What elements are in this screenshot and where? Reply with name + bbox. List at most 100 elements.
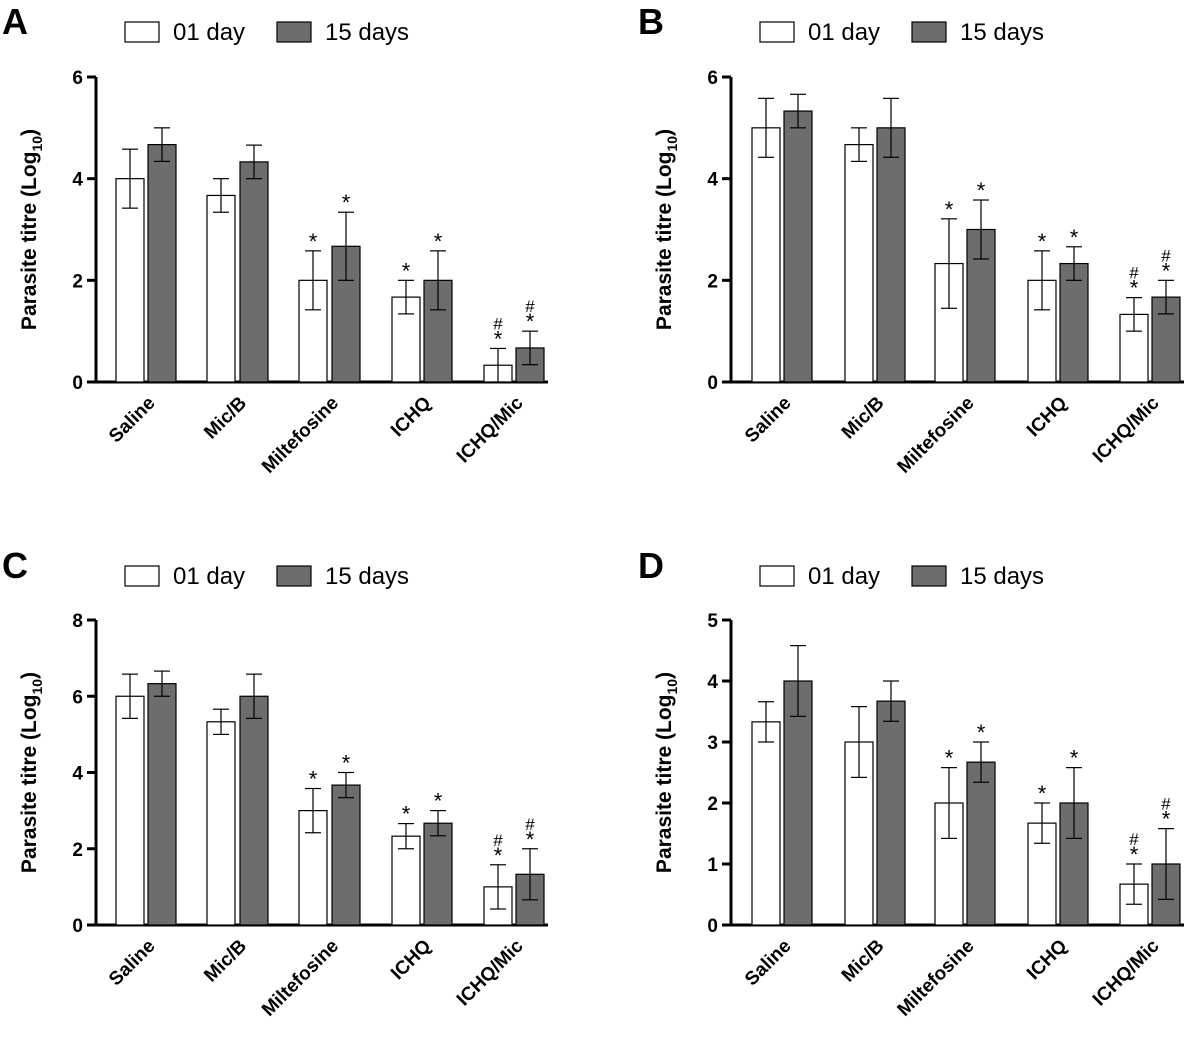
significance-star: * [434, 789, 443, 814]
significance-hash: # [1129, 264, 1139, 283]
significance-star: * [1070, 225, 1079, 250]
significance-star: * [977, 178, 986, 203]
legend-swatch [124, 565, 160, 587]
y-tick-label: 2 [707, 794, 718, 815]
legend-label: 01 day [808, 19, 880, 46]
x-tick-label: Saline [105, 936, 159, 990]
significance-star: * [309, 229, 318, 254]
legend: 01 day 15 days [124, 19, 409, 46]
bar-group-miltefosine: * * Miltefosine [258, 751, 361, 1021]
legend-swatch [759, 21, 795, 43]
bar-group-saline: Saline [105, 670, 177, 990]
y-tick-label: 6 [72, 687, 83, 708]
significance-star: * [1162, 258, 1171, 283]
x-tick-label: Miltefosine [258, 936, 343, 1021]
x-tick-label: Miltefosine [894, 936, 979, 1021]
y-tick-label: 8 [72, 611, 83, 632]
legend-swatch [911, 21, 947, 43]
significance-star: * [945, 197, 954, 222]
x-tick-label: Miltefosine [258, 393, 343, 478]
x-tick-label: Saline [105, 393, 159, 447]
y-axis-label: Parasite titre (Log10) [653, 672, 680, 873]
y-tick-label: 4 [72, 764, 83, 785]
bar-group-mic-b: Mic/B [838, 680, 906, 986]
y-tick-label: 4 [707, 672, 718, 693]
significance-hash: # [525, 815, 535, 834]
x-tick-label: ICHQ [387, 936, 435, 984]
bar-01-day [751, 127, 781, 383]
significance-star: * [1038, 229, 1047, 254]
panel-letter: C [2, 545, 28, 586]
significance-hash: # [525, 297, 535, 316]
bar-group-miltefosine: * * Miltefosine [258, 190, 361, 478]
bar-15-days [783, 110, 813, 383]
y-tick-label: 0 [707, 373, 718, 394]
x-tick-label: Saline [741, 393, 795, 447]
x-tick-label: Mic/B [200, 393, 251, 444]
legend-swatch [276, 565, 312, 587]
y-axis-label: Parasite titre (Log10) [653, 129, 680, 330]
bar-01-day [115, 178, 145, 383]
bar-15-days [147, 683, 177, 926]
bar-group-ichq-mic: *#*#ICHQ/Mic [1089, 795, 1181, 1010]
legend-label: 15 days [325, 563, 409, 590]
y-tick-label: 3 [707, 733, 718, 754]
y-tick-label: 2 [707, 271, 718, 292]
significance-star: * [1038, 781, 1047, 806]
chart-panel-d: D 01 day 15 days 0 1 2 3 4 5 Parasite titre (Log1… [638, 545, 1184, 1021]
bar-15-days [876, 700, 906, 926]
bar-01-day [751, 721, 781, 926]
significance-hash: # [1161, 795, 1171, 814]
bar-group-miltefosine: * * Miltefosine [894, 178, 996, 478]
y-tick-label: 0 [72, 916, 83, 937]
bar-group-ichq: * * ICHQ [1023, 746, 1089, 984]
legend-label: 01 day [808, 563, 880, 590]
significance-star: * [494, 843, 503, 868]
legend-swatch [124, 21, 160, 43]
legend-swatch [911, 565, 947, 587]
significance-star: * [1162, 807, 1171, 832]
bar-15-days [876, 127, 906, 383]
bar-group-mic-b: Mic/B [200, 673, 269, 986]
bar-15-days [966, 761, 996, 926]
y-tick-label: 4 [72, 170, 83, 191]
significance-star: * [945, 746, 954, 771]
significance-star: * [1070, 746, 1079, 771]
bar-group-mic-b: Mic/B [200, 144, 269, 444]
significance-star: * [1130, 276, 1139, 301]
bar-group-mic-b: Mic/B [838, 97, 906, 444]
x-tick-label: Saline [741, 936, 795, 990]
y-tick-label: 5 [707, 611, 718, 632]
x-tick-label: ICHQ/Mic [1089, 392, 1164, 467]
legend-label: 01 day [173, 563, 245, 590]
significance-star: * [1130, 842, 1139, 867]
bar-15-days [1059, 262, 1089, 383]
bar-01-day [391, 835, 421, 926]
x-tick-label: ICHQ/Mic [453, 392, 528, 467]
chart-panel-a: A 01 day 15 days 0 2 4 6 Parasite titre (Log10)… [2, 1, 548, 478]
significance-star: * [526, 827, 535, 852]
x-tick-label: Mic/B [838, 393, 889, 444]
bar-group-ichq: * * ICHQ [387, 229, 453, 441]
bar-01-day [206, 721, 236, 926]
bar-15-days [783, 680, 813, 926]
x-tick-label: Miltefosine [894, 393, 979, 478]
bar-group-ichq-mic: *#*#ICHQ/Mic [1089, 246, 1181, 467]
significance-hash: # [1129, 830, 1139, 849]
significance-hash: # [1161, 246, 1171, 265]
legend-swatch [759, 565, 795, 587]
bar-group-ichq: * * ICHQ [1023, 225, 1089, 441]
bar-01-day [844, 144, 874, 383]
bar-group-saline: Saline [741, 645, 813, 990]
significance-star: * [342, 190, 351, 215]
bar-15-days [147, 144, 177, 383]
bar-01-day [206, 194, 236, 383]
legend-swatch [276, 21, 312, 43]
chart-panel-c: C 01 day 15 days 0 2 4 6 8 Parasite titre (Log10… [2, 545, 548, 1021]
significance-star: * [526, 309, 535, 334]
legend-label: 01 day [173, 19, 245, 46]
x-tick-label: ICHQ/Mic [1089, 935, 1164, 1010]
y-tick-label: 2 [72, 840, 83, 861]
bar-15-days [239, 695, 269, 926]
